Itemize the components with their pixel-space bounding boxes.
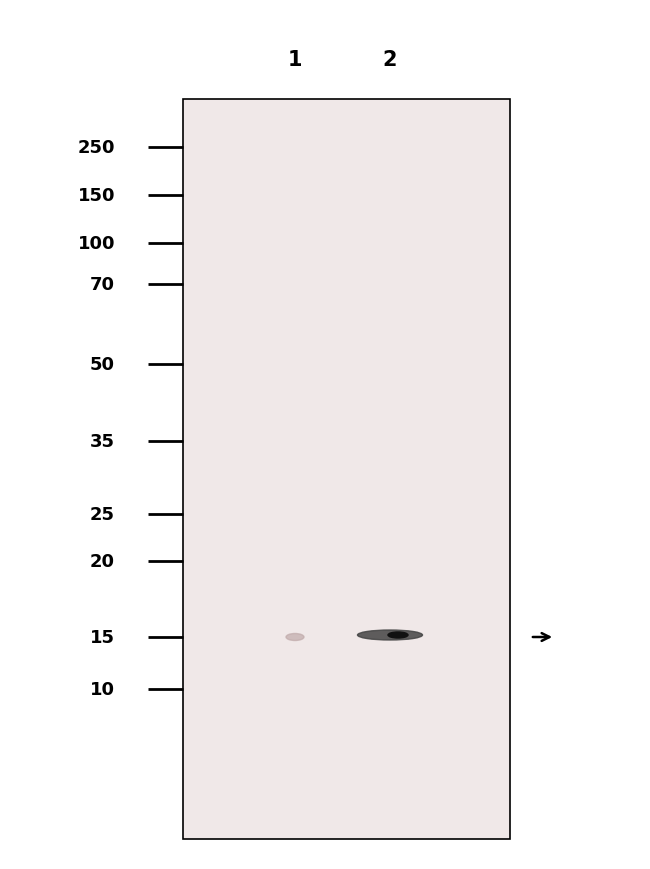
Text: 20: 20: [90, 553, 115, 570]
Text: 35: 35: [90, 433, 115, 450]
Text: 70: 70: [90, 275, 115, 294]
Text: 100: 100: [77, 235, 115, 253]
Ellipse shape: [388, 633, 408, 638]
Text: 15: 15: [90, 628, 115, 647]
Text: 150: 150: [77, 187, 115, 205]
Text: 25: 25: [90, 506, 115, 523]
Text: 10: 10: [90, 680, 115, 698]
Text: 250: 250: [77, 139, 115, 156]
Ellipse shape: [286, 634, 304, 640]
Text: 2: 2: [383, 50, 397, 70]
Text: 1: 1: [288, 50, 302, 70]
Ellipse shape: [358, 630, 423, 640]
Bar: [183, 100, 510, 839]
Text: 50: 50: [90, 355, 115, 374]
